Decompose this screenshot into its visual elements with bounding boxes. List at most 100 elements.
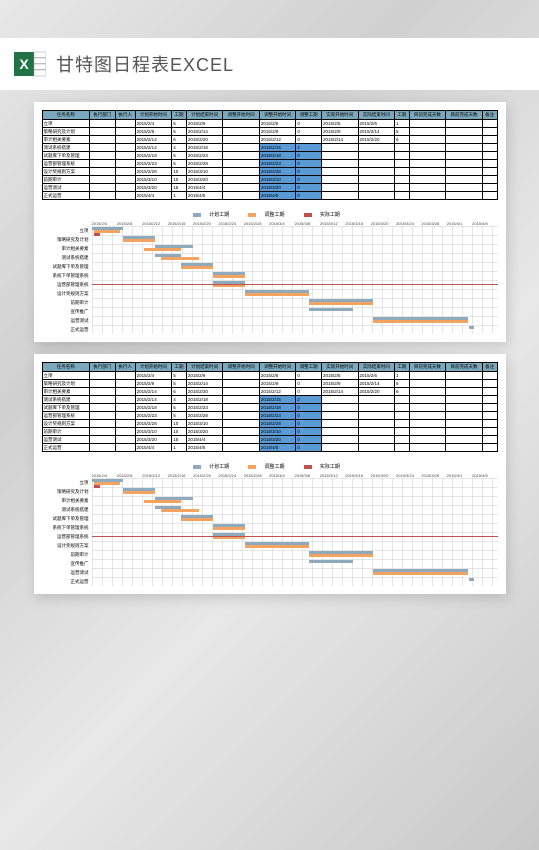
project-table-2: 任务名称执行部门执行人计划开始时间工期计划结束时间调整开始时间调整开始时间调整工…: [42, 362, 498, 452]
col-header: 任务名称: [42, 363, 90, 372]
col-header: 实际结束时间: [358, 363, 395, 372]
table-row: 试题库下单及管理2015/2/1852015/2/232015/2/180: [42, 404, 497, 412]
table-row: 运营测试2015/3/20152015/4/42015/3/200: [42, 184, 497, 192]
col-header: 工期: [172, 111, 187, 120]
table-row: 审计相关要素2015/2/1462015/2/202015/2/1202015/…: [42, 388, 497, 396]
col-header: 计划结束时间: [186, 111, 223, 120]
task-label: 运营测试: [42, 568, 92, 577]
spreadsheet-preview-2: 任务名称执行部门执行人计划开始时间工期计划结束时间调整开始时间调整开始时间调整工…: [34, 354, 506, 594]
gantt-bar: [181, 266, 213, 269]
col-header: 调整工期: [296, 363, 322, 372]
gantt-legend: 计划工期 调整工期 实际工期: [42, 208, 498, 221]
col-header: 调整开始时间: [259, 363, 296, 372]
col-header: 目前完成天数: [409, 363, 446, 372]
col-header: 实际开始时间: [321, 363, 358, 372]
task-label: 系统下单管理系统: [42, 523, 92, 532]
gantt-bar: [94, 485, 100, 488]
project-table: 任务名称执行部门执行人计划开始时间工期计划结束时间调整开始时间调整开始时间调整工…: [42, 110, 498, 200]
table-row: 测试系统搭建2015/2/1442015/2/182015/2/152: [42, 144, 497, 152]
excel-icon: X: [14, 48, 46, 80]
table-row: 立项2015/2/452015/2/92015/2/502015/2/52015…: [42, 372, 497, 380]
gantt-bar: [161, 257, 199, 260]
table-row: 策略研究及计划2015/2/952015/2/142015/2/902015/2…: [42, 128, 497, 136]
gantt-bar: [373, 572, 469, 575]
gantt-chart-2: 计划工期 调整工期 实际工期 2015/2/42015/2/82015/2/12…: [42, 460, 498, 586]
task-label: 立项: [42, 478, 92, 487]
gantt-bar: [123, 239, 155, 242]
task-label: 试题库下单及管理: [42, 514, 92, 523]
col-header: 目前完成天数: [446, 363, 483, 372]
task-label: 策略研究及计划: [42, 487, 92, 496]
col-header: 任务名称: [42, 111, 90, 120]
task-label: 测试系统搭建: [42, 505, 92, 514]
table-row: 立项2015/2/452015/2/92015/2/502015/2/52015…: [42, 120, 497, 128]
gantt-grid: [92, 226, 498, 334]
gantt-bar: [144, 500, 182, 503]
legend-actual: 实际工期: [320, 212, 340, 218]
table-row: 策略研究及计划2015/2/952015/2/142015/2/902015/2…: [42, 380, 497, 388]
table-row: 正式运营2015/4/412015/4/52015/4/50: [42, 444, 497, 452]
gantt-bar: [213, 527, 245, 530]
gantt-legend-2: 计划工期 调整工期 实际工期: [42, 460, 498, 473]
table-row: 设计奖规则方案2015/2/28102015/3/102015/2/280: [42, 420, 497, 428]
task-label: 策略研究及计划: [42, 235, 92, 244]
col-header: 调整开始时间: [223, 363, 260, 372]
task-label: 正式运营: [42, 577, 92, 586]
page-title: 甘特图日程表EXCEL: [56, 51, 234, 77]
gantt-bar: [309, 554, 373, 557]
gantt-bar: [309, 560, 353, 563]
gantt-grid-2: [92, 478, 498, 586]
col-header: 目前完成天数: [409, 111, 446, 120]
col-header: 计划结束时间: [186, 363, 223, 372]
app-header: X 甘特图日程表EXCEL: [0, 38, 539, 90]
gantt-bar: [181, 518, 213, 521]
table-row: 正式运营2015/4/412015/4/52015/4/50: [42, 192, 497, 200]
gantt-bar: [213, 275, 245, 278]
gantt-bar: [469, 578, 475, 581]
gantt-bar: [309, 302, 373, 305]
col-header: 调整工期: [296, 111, 322, 120]
task-label: 立项: [42, 226, 92, 235]
table-row: 设计奖规则方案2015/2/28102015/3/102015/2/280: [42, 168, 497, 176]
col-header: 工期: [395, 363, 410, 372]
col-header: 工期: [395, 111, 410, 120]
col-header: 实际结束时间: [358, 111, 395, 120]
col-header: 调整开始时间: [223, 111, 260, 120]
table-row: 前期审计2015/3/10102015/3/202015/3/100: [42, 428, 497, 436]
task-label: 运营部管理系统: [42, 280, 92, 289]
gantt-bar: [245, 545, 309, 548]
table-row: 运营测试2015/3/20152015/4/42015/3/200: [42, 436, 497, 444]
task-labels: 立项策略研究及计划审计相关要素测试系统搭建试题库下单及管理系统下单管理系统运营部…: [42, 226, 92, 334]
task-label: 系统下单管理系统: [42, 271, 92, 280]
legend-actual-2: 实际工期: [320, 464, 340, 470]
col-header: 调整开始时间: [259, 111, 296, 120]
task-label: 正式运营: [42, 325, 92, 334]
table-row: 运营部管理系统2015/2/2352015/2/282015/2/230: [42, 412, 497, 420]
gantt-bar: [94, 233, 100, 236]
gantt-bar: [469, 326, 475, 329]
table-row: 审计相关要素2015/2/1462015/2/202015/2/1202015/…: [42, 136, 497, 144]
legend-adjust: 调整工期: [264, 212, 284, 218]
task-label: 审计相关要素: [42, 244, 92, 253]
task-label: 试题库下单及管理: [42, 262, 92, 271]
legend-adjust-2: 调整工期: [264, 464, 284, 470]
col-header: 执行人: [115, 111, 135, 120]
svg-text:X: X: [19, 56, 29, 72]
task-label: 宣传推广: [42, 559, 92, 568]
col-header: 实际开始时间: [321, 111, 358, 120]
table-row: 运营部管理系统2015/2/2352015/2/282015/2/230: [42, 160, 497, 168]
task-label: 测试系统搭建: [42, 253, 92, 262]
col-header: 执行部门: [90, 363, 116, 372]
legend-plan-2: 计划工期: [209, 464, 229, 470]
col-header: 计划开始时间: [135, 111, 172, 120]
gantt-bar: [309, 308, 353, 311]
gantt-bar: [161, 509, 199, 512]
task-label: 前期审计: [42, 550, 92, 559]
task-label: 设计奖规则方案: [42, 289, 92, 298]
gantt-bar: [245, 293, 309, 296]
task-label: 设计奖规则方案: [42, 541, 92, 550]
col-header: 目前完成天数: [446, 111, 483, 120]
spreadsheet-preview-1: 任务名称执行部门执行人计划开始时间工期计划结束时间调整开始时间调整开始时间调整工…: [34, 102, 506, 342]
col-header: 备注: [482, 111, 497, 120]
gantt-chart: 计划工期 调整工期 实际工期 2015/2/42015/2/82015/2/12…: [42, 208, 498, 334]
